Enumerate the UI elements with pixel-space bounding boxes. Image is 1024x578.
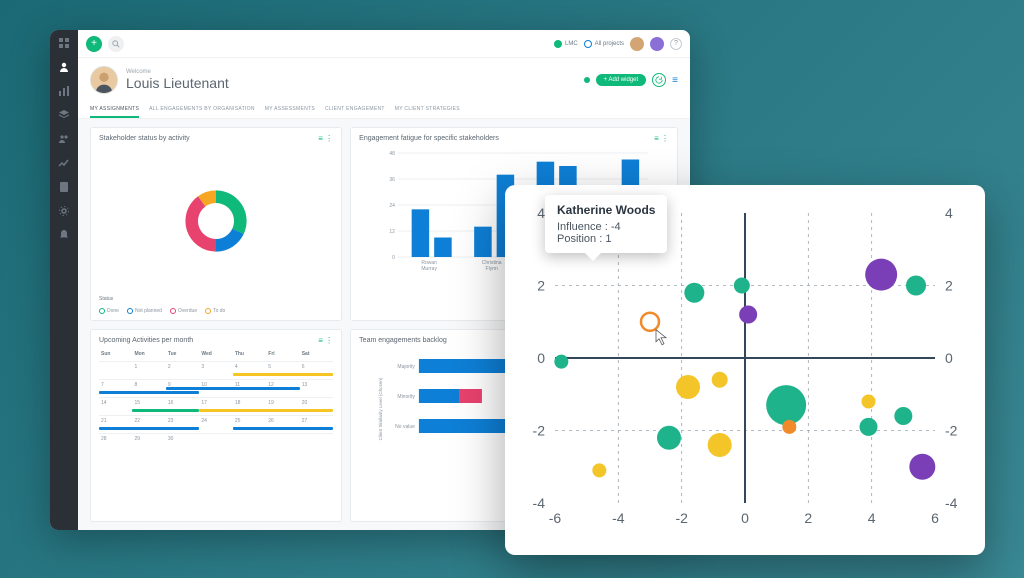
svg-text:4: 4	[537, 205, 545, 221]
svg-text:4: 4	[868, 510, 876, 526]
card-title: Stakeholder status by activity	[99, 135, 190, 142]
scatter-point[interactable]	[657, 426, 681, 450]
sidebar-chart-icon[interactable]	[57, 84, 71, 98]
svg-text:2: 2	[537, 278, 545, 294]
tooltip-position: Position : 1	[557, 233, 655, 245]
svg-text:-4: -4	[612, 510, 625, 526]
tooltip-influence: Influence : -4	[557, 221, 655, 233]
card-menu-icon[interactable]: ≡ ⋮	[318, 134, 333, 143]
legend-item: To do	[205, 308, 225, 314]
legend-title: Status	[99, 296, 333, 302]
svg-text:Client Similarity Level (Chose: Client Similarity Level (Chosen)	[378, 377, 383, 440]
username: Louis Lieutenant	[126, 75, 229, 91]
card-stakeholder-status: Stakeholder status by activity ≡ ⋮ Status…	[90, 127, 342, 321]
svg-text:0: 0	[392, 255, 395, 261]
svg-text:-2: -2	[533, 423, 546, 439]
sidebar-trend-icon[interactable]	[57, 156, 71, 170]
svg-text:36: 36	[390, 177, 396, 183]
svg-text:0: 0	[945, 350, 953, 366]
svg-text:-4: -4	[533, 495, 546, 511]
svg-text:Flynn: Flynn	[486, 266, 498, 272]
scatter-point[interactable]	[708, 433, 732, 457]
scatter-tooltip: Katherine Woods Influence : -4 Position …	[545, 195, 667, 253]
avatar-2[interactable]	[650, 37, 664, 51]
svg-text:2: 2	[945, 278, 953, 294]
scatter-point[interactable]	[862, 395, 876, 409]
scatter-point[interactable]	[909, 454, 935, 480]
add-widget-button[interactable]: + Add widget	[596, 74, 647, 86]
projects-chip[interactable]: All projects	[584, 40, 624, 48]
tab[interactable]: MY CLIENT STRATEGIES	[395, 102, 460, 118]
user-avatar[interactable]	[90, 66, 118, 94]
avatar-1[interactable]	[630, 37, 644, 51]
svg-text:24: 24	[390, 203, 396, 209]
sidebar-layers-icon[interactable]	[57, 108, 71, 122]
scatter-point[interactable]	[739, 306, 757, 324]
scatter-point[interactable]	[592, 463, 606, 477]
scatter-point[interactable]	[782, 420, 796, 434]
scatter-point[interactable]	[734, 278, 750, 294]
status-dot	[584, 77, 590, 83]
search-button[interactable]	[108, 36, 124, 52]
sidebar	[50, 30, 78, 530]
svg-text:-2: -2	[945, 423, 958, 439]
tab[interactable]: MY ASSIGNMENTS	[90, 102, 139, 118]
tabs: MY ASSIGNMENTS ALL ENGAGEMENTS BY ORGANIS…	[78, 102, 690, 119]
card-menu-icon[interactable]: ≡ ⋮	[318, 336, 333, 345]
sidebar-grid-icon[interactable]	[57, 36, 71, 50]
card-title: Engagement fatigue for specific stakehol…	[359, 135, 499, 142]
donut-chart	[171, 176, 261, 266]
svg-text:Minority: Minority	[398, 394, 416, 400]
scatter-point[interactable]	[641, 313, 659, 331]
donut-legend: Done Not planned Overdue To do	[99, 308, 333, 314]
user-chip[interactable]: LMC	[554, 40, 578, 48]
scatter-point[interactable]	[676, 375, 700, 399]
add-button[interactable]: +	[86, 36, 102, 52]
tooltip-name: Katherine Woods	[557, 203, 655, 217]
legend-item: Overdue	[170, 308, 197, 314]
header: Welcome Louis Lieutenant + Add widget ≡	[78, 58, 690, 102]
sidebar-gear-icon[interactable]	[57, 204, 71, 218]
svg-text:6: 6	[931, 510, 939, 526]
tab[interactable]: MY ASSESSMENTS	[265, 102, 315, 118]
svg-text:0: 0	[741, 510, 749, 526]
topbar: + LMC All projects ?	[78, 30, 690, 58]
svg-text:12: 12	[390, 229, 396, 235]
svg-text:-2: -2	[675, 510, 688, 526]
svg-text:No value: No value	[395, 424, 415, 430]
svg-text:-4: -4	[945, 495, 958, 511]
scatter-point[interactable]	[766, 385, 806, 425]
scatter-point[interactable]	[860, 418, 878, 436]
legend-item: Done	[99, 308, 119, 314]
svg-text:0: 0	[537, 350, 545, 366]
card-menu-icon[interactable]: ≡ ⋮	[654, 134, 669, 143]
svg-text:4: 4	[945, 205, 953, 221]
scatter-point[interactable]	[894, 407, 912, 425]
scatter-point[interactable]	[865, 259, 897, 291]
svg-text:Majority: Majority	[398, 364, 416, 370]
scatter-popup: Katherine Woods Influence : -4 Position …	[505, 185, 985, 555]
card-title: Team engagements backlog	[359, 337, 447, 344]
svg-text:48: 48	[390, 151, 396, 157]
legend-item: Not planned	[127, 308, 162, 314]
sidebar-people-icon[interactable]	[57, 132, 71, 146]
sidebar-user-icon[interactable]	[57, 60, 71, 74]
scatter-point[interactable]	[712, 372, 728, 388]
scatter-point[interactable]	[684, 283, 704, 303]
tab[interactable]: ALL ENGAGEMENTS BY ORGANISATION	[149, 102, 255, 118]
svg-text:2: 2	[804, 510, 812, 526]
sidebar-bell-icon[interactable]	[57, 228, 71, 242]
refresh-button[interactable]	[652, 73, 666, 87]
sidebar-doc-icon[interactable]	[57, 180, 71, 194]
svg-text:Murray: Murray	[422, 266, 438, 272]
card-upcoming-activities: Upcoming Activities per month ≡ ⋮ SunMonT…	[90, 329, 342, 523]
scatter-point[interactable]	[906, 276, 926, 296]
calendar: SunMonTueWedThuFriSat1234567891011121314…	[99, 349, 333, 516]
svg-text:-6: -6	[549, 510, 562, 526]
scatter-point[interactable]	[554, 355, 568, 369]
help-button[interactable]: ?	[670, 38, 682, 50]
card-title: Upcoming Activities per month	[99, 337, 193, 344]
tab[interactable]: CLIENT ENGAGEMENT	[325, 102, 385, 118]
menu-icon[interactable]: ≡	[672, 75, 678, 86]
